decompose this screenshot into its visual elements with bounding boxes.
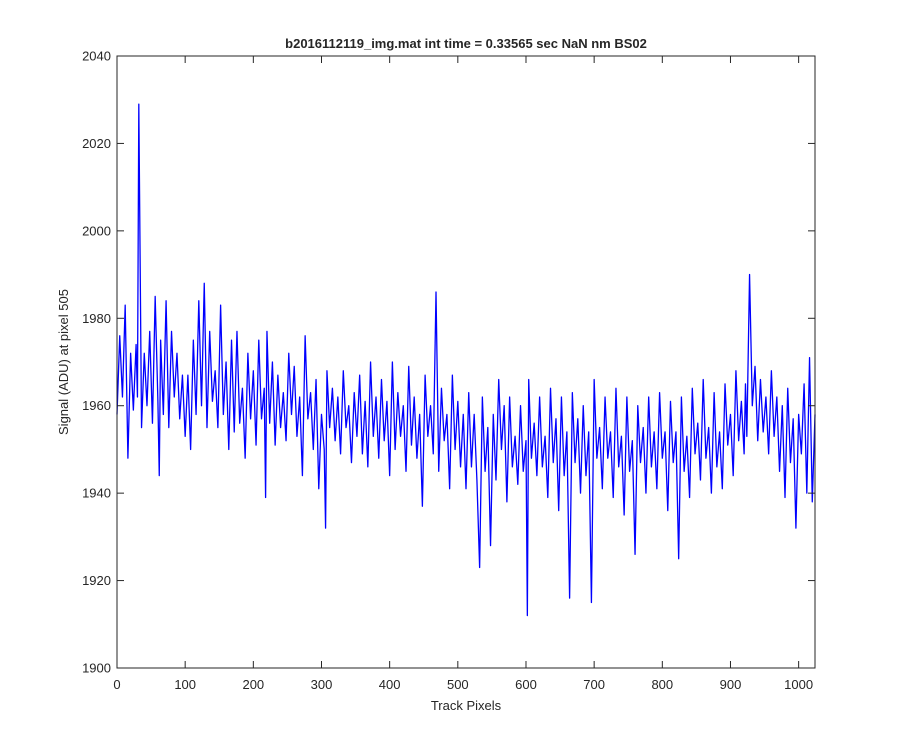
y-axis-label: Signal (ADU) at pixel 505 [56,289,71,435]
x-tick-label-7: 700 [583,677,605,692]
y-tick-label-7: 2040 [82,49,111,64]
series-line-0 [116,103,816,617]
y-tick-label-5: 2000 [82,223,111,238]
data-layer [116,103,816,617]
x-tick-label-1: 100 [174,677,196,692]
y-tick-label-3: 1960 [82,398,111,413]
x-tick-label-6: 600 [515,677,537,692]
x-tick-label-8: 800 [651,677,673,692]
x-axis-ticks: 0 100 200 300 400 500 600 700 800 900 1000 [113,56,813,692]
plot-box [116,55,816,669]
x-tick-label-10: 1000 [784,677,813,692]
y-tick-label-2: 1940 [82,486,111,501]
y-tick-label-0: 1900 [82,661,111,676]
y-axis-ticks: 1900 1920 1940 1960 1980 2000 2020 2040 [82,49,815,676]
x-axis-label: Track Pixels [431,698,502,713]
x-tick-label-2: 200 [242,677,264,692]
plot-area [117,56,815,668]
y-tick-label-4: 1980 [82,311,111,326]
y-tick-label-6: 2020 [82,136,111,151]
y-tick-label-1: 1920 [82,573,111,588]
x-tick-label-9: 900 [720,677,742,692]
x-tick-label-4: 400 [379,677,401,692]
chart-title: b2016112119_img.mat int time = 0.33565 s… [285,36,647,51]
x-tick-label-0: 0 [113,677,120,692]
x-tick-label-5: 500 [447,677,469,692]
x-tick-label-3: 300 [311,677,333,692]
